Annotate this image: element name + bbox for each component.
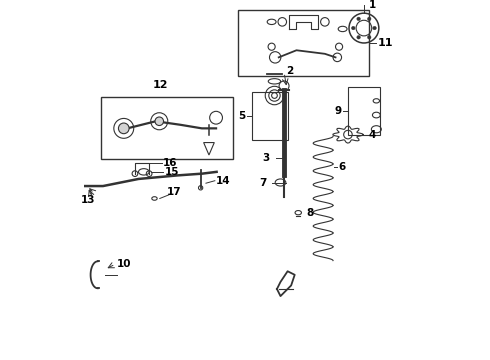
Text: 8: 8 [306,208,314,218]
Text: 14: 14 [216,176,230,186]
Text: 17: 17 [167,187,181,197]
Circle shape [368,17,371,21]
Circle shape [155,117,164,126]
Text: 6: 6 [339,162,345,171]
Circle shape [368,36,371,39]
Text: 4: 4 [368,130,376,140]
Text: 10: 10 [117,259,131,269]
Text: 12: 12 [152,80,168,90]
Text: 11: 11 [378,38,393,48]
Bar [348,87,380,135]
Bar [252,92,288,140]
Circle shape [119,123,129,134]
Circle shape [357,36,360,39]
Circle shape [373,26,376,30]
Bar [101,97,233,159]
Text: 2: 2 [286,66,293,76]
Circle shape [357,17,360,21]
Text: 16: 16 [163,158,177,168]
Text: 7: 7 [259,177,266,188]
Circle shape [351,26,355,30]
Text: 1: 1 [368,0,376,10]
Text: 5: 5 [239,111,245,121]
Text: 3: 3 [263,153,270,163]
Text: 9: 9 [335,105,342,116]
Text: 13: 13 [81,194,96,204]
Text: 15: 15 [165,167,179,177]
Bar [238,10,369,76]
